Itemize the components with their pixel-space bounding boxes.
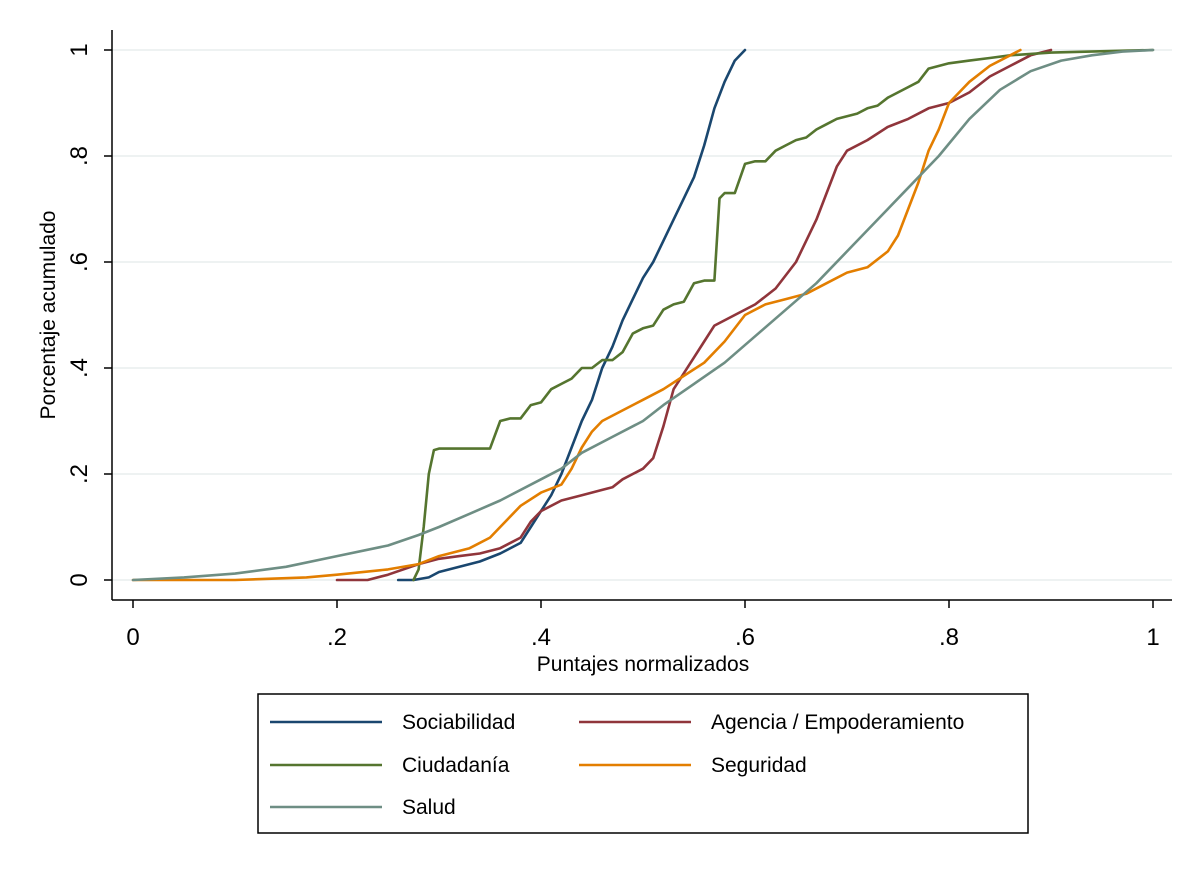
series-line-0	[396, 48, 747, 582]
y-tick-label-2: .4	[66, 358, 93, 378]
x-tick-label-5: 1	[1146, 624, 1159, 651]
series-line-3	[131, 48, 1022, 582]
legend-label-1: Agencia / Empoderamiento	[711, 711, 964, 734]
y-tick-label-4: .8	[66, 146, 93, 166]
series-line-4	[131, 48, 1155, 582]
x-tick-label-0: 0	[126, 624, 139, 651]
x-tick-label-1: .2	[327, 624, 347, 651]
y-tick-label-1: .2	[66, 464, 93, 484]
axes: 0 .2 .4 .6 .8 1 0 .2 .4 .6 .8 1	[66, 30, 1172, 651]
y-tick-label-3: .6	[66, 252, 93, 272]
legend-label-0: Sociabilidad	[402, 711, 515, 734]
y-tick-label-0: 0	[66, 573, 93, 586]
series-lines	[131, 48, 1155, 582]
x-axis-title: Puntajes normalizados	[537, 653, 749, 676]
x-tick-label-4: .8	[939, 624, 959, 651]
y-tick-label-5: 1	[66, 43, 93, 56]
x-tick-label-3: .6	[735, 624, 755, 651]
legend-label-4: Salud	[402, 796, 456, 819]
legend-box	[257, 693, 1029, 834]
legend-label-3: Seguridad	[711, 754, 807, 777]
series-line-2	[412, 48, 1155, 582]
y-axis-title: Porcentaje acumulado	[37, 211, 60, 420]
legend: Sociabilidad Agencia / Empoderamiento Ciud…	[257, 693, 1029, 834]
legend-label-2: Ciudadanía	[402, 754, 510, 777]
x-tick-label-2: .4	[531, 624, 551, 651]
gridlines	[112, 49, 1172, 581]
series-line-1	[335, 48, 1053, 582]
